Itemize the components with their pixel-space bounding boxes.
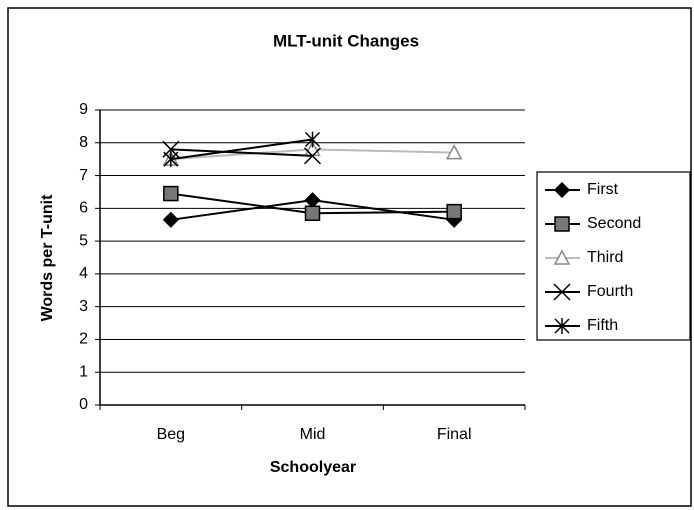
marker: [554, 216, 570, 232]
marker: [304, 205, 321, 221]
marker: [553, 283, 571, 301]
y-tick-label: 1: [79, 363, 88, 380]
y-tick-label: 0: [79, 396, 88, 413]
marker: [163, 185, 179, 202]
legend-label: Fifth: [587, 317, 618, 334]
legend-label: Second: [587, 215, 641, 232]
marker: [162, 211, 179, 228]
y-tick-label: 3: [79, 298, 88, 315]
legend-label: Third: [587, 249, 623, 266]
y-tick-label: 7: [79, 167, 88, 184]
y-tick-label: 4: [79, 265, 88, 282]
legend-label: First: [587, 181, 619, 198]
y-tick-label: 6: [79, 200, 88, 217]
marker: [553, 181, 571, 199]
y-tick-label: 2: [79, 331, 88, 348]
legend-label: Fourth: [587, 283, 633, 300]
x-tick-label: Final: [437, 426, 472, 443]
marker: [553, 249, 571, 265]
marker: [446, 203, 462, 220]
marker: [304, 131, 321, 148]
marker: [445, 144, 463, 160]
series-line: [170, 148, 313, 157]
x-tick-label: Mid: [300, 426, 326, 443]
chart-title: MLT-unit Changes: [273, 31, 419, 50]
marker: [554, 318, 570, 334]
y-tick-label: 9: [79, 101, 88, 118]
y-axis-label: Words per T-unit: [39, 194, 56, 321]
x-axis-label: Schoolyear: [270, 459, 356, 476]
marker: [303, 147, 322, 165]
y-tick-label: 8: [79, 134, 88, 151]
series-line: [170, 138, 313, 161]
marker: [163, 151, 179, 168]
y-tick-label: 5: [79, 232, 88, 249]
x-tick-label: Beg: [157, 426, 185, 443]
